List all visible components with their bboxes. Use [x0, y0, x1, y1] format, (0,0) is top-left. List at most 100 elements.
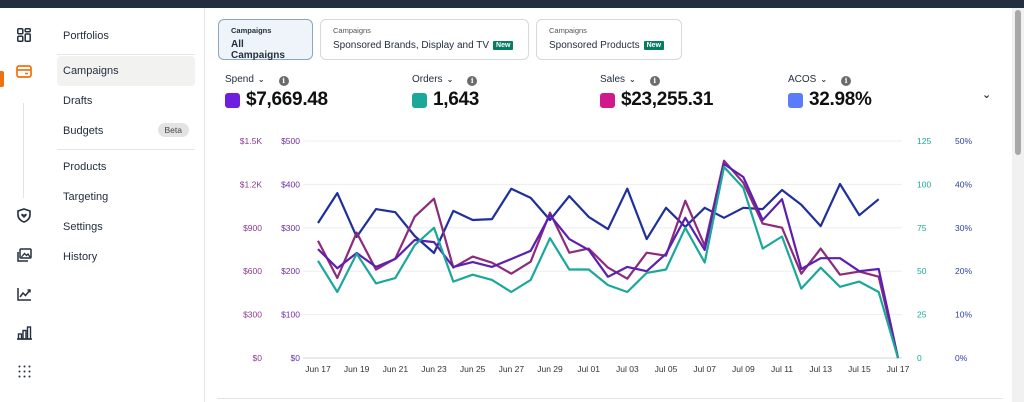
spend-axis-tick: $400 [281, 179, 300, 189]
reports-icon[interactable] [14, 284, 34, 304]
x-axis-tick: Jun 29 [537, 364, 563, 374]
x-axis-tick: Jun 19 [344, 364, 370, 374]
beta-badge: Beta [157, 123, 189, 137]
info-icon[interactable]: i [467, 76, 478, 86]
nav-item-settings[interactable]: Settings [57, 212, 195, 242]
acos-axis-tick: 10% [955, 310, 972, 320]
nav-label: Settings [63, 221, 103, 233]
nav-item-targeting[interactable]: Targeting [57, 182, 195, 212]
chevron-down-icon: ⌄ [446, 74, 454, 84]
acos-axis-tick: 20% [955, 266, 972, 276]
info-icon[interactable]: i [841, 76, 852, 86]
series-line-spend[interactable] [317, 162, 900, 359]
metric-selector-sales[interactable]: Sales ⌄ i [600, 72, 713, 86]
nav-label: History [63, 251, 98, 263]
orders-axis-tick: 100 [917, 179, 931, 189]
media-icon[interactable] [14, 245, 34, 265]
section-divider [217, 398, 1003, 399]
tab-sponsored-products[interactable]: Campaigns Sponsored Products New [536, 19, 682, 60]
chevron-down-icon: ⌄ [820, 74, 828, 84]
acos-axis-tick: 30% [955, 223, 972, 233]
x-axis-tick: Jun 25 [460, 364, 486, 374]
legend-swatch[interactable] [225, 92, 240, 108]
nav-label: Portfolios [63, 30, 109, 42]
series-line-sales[interactable] [317, 159, 900, 359]
sales-axis-tick: $1.5K [240, 136, 263, 146]
tab-all-campaigns[interactable]: Campaigns All Campaigns [218, 19, 313, 61]
spend-axis-tick: $100 [281, 310, 300, 320]
x-axis-tick: Jul 03 [616, 364, 639, 374]
x-axis-tick: Jul 17 [887, 364, 910, 374]
sales-axis-tick: $600 [243, 266, 262, 276]
nav-divider [57, 149, 195, 150]
brand-protection-icon[interactable] [14, 205, 34, 225]
metric-label: Orders [412, 73, 443, 85]
tab-caption: Campaigns [549, 26, 587, 35]
measurement-icon[interactable] [14, 323, 34, 343]
metric-label: Spend [225, 73, 254, 85]
sub-navigation: Portfolios Campaigns Drafts Budgets Beta … [47, 8, 205, 402]
x-axis-tick: Jul 07 [693, 364, 716, 374]
x-axis-tick: Jun 23 [421, 364, 447, 374]
acos-axis-tick: 0% [955, 353, 968, 363]
metric-sales: Sales ⌄ i $23,255.31 [600, 72, 713, 111]
series-line-orders[interactable] [317, 165, 900, 359]
spend-axis-tick: $200 [281, 266, 300, 276]
performance-chart: $0 $300 $600 $900 $1.2K $1.5K $0 $100 $200 $300 $4… [240, 136, 973, 374]
apps-grid-icon[interactable] [14, 361, 34, 381]
active-indicator [0, 71, 4, 87]
x-axis-tick: Jun 21 [383, 364, 409, 374]
nav-label: Products [63, 161, 107, 173]
x-axis-tick: Jul 01 [577, 364, 600, 374]
orders-axis-tick: 125 [917, 136, 931, 146]
nav-label: Campaigns [63, 65, 119, 77]
nav-item-drafts[interactable]: Drafts [57, 86, 195, 116]
scrollbar-thumb[interactable] [1015, 10, 1021, 155]
nav-item-campaigns[interactable]: Campaigns [57, 56, 195, 86]
legend-swatch[interactable] [412, 92, 427, 108]
tab-caption: Campaigns [333, 26, 371, 35]
campaigns-icon[interactable] [14, 61, 34, 81]
info-icon[interactable]: i [278, 76, 289, 86]
new-badge: New [643, 41, 665, 50]
top-nav-bar [0, 0, 1024, 8]
dashboard-icon[interactable] [14, 25, 34, 45]
chevron-down-icon: ⌄ [257, 74, 265, 84]
legend-swatch[interactable] [788, 92, 803, 108]
orders-axis-tick: 25 [917, 310, 927, 320]
tab-label: All Campaigns [231, 39, 285, 61]
metric-value: 1,643 [433, 89, 480, 110]
sales-axis-tick: $1.2K [240, 179, 263, 189]
metric-selector-spend[interactable]: Spend ⌄ i [225, 72, 328, 86]
metric-selector-orders[interactable]: Orders ⌄ i [412, 72, 479, 86]
nav-item-products[interactable]: Products [57, 152, 195, 182]
legend-swatch[interactable] [600, 92, 615, 108]
metric-label: ACOS [788, 73, 817, 85]
metric-value: 32.98% [809, 89, 872, 110]
nav-item-portfolios[interactable]: Portfolios [57, 21, 195, 51]
spend-axis-tick: $300 [281, 223, 300, 233]
nav-label: Budgets [63, 125, 104, 137]
metric-value: $23,255.31 [621, 89, 714, 110]
acos-axis-tick: 40% [955, 179, 972, 189]
nav-label: Targeting [63, 191, 109, 203]
tab-label: Sponsored Brands, Display and TV [333, 40, 490, 51]
metric-spend: Spend ⌄ i $7,669.48 [225, 72, 328, 111]
nav-item-budgets[interactable]: Budgets Beta [57, 116, 195, 146]
sales-axis-tick: $900 [243, 223, 262, 233]
tab-sponsored-brands-display-tv[interactable]: Campaigns Sponsored Brands, Display and … [320, 19, 529, 60]
orders-axis-tick: 0 [917, 353, 922, 363]
tab-caption: Campaigns [231, 26, 272, 35]
metric-selector-acos[interactable]: ACOS ⌄ i [788, 72, 872, 86]
icon-rail [0, 8, 47, 402]
spend-axis-tick: $0 [291, 353, 301, 363]
nav-item-history[interactable]: History [57, 242, 195, 272]
info-icon[interactable]: i [649, 76, 660, 86]
collapse-chart-button[interactable]: ⌄ [982, 89, 992, 101]
page-scrollbar[interactable] [1012, 8, 1024, 402]
nav-label: Drafts [63, 95, 93, 107]
sales-axis-tick: $0 [253, 353, 263, 363]
metric-acos: ACOS ⌄ i 32.98% [788, 72, 872, 111]
series-line-acos[interactable] [317, 182, 880, 255]
main-content: Campaigns All Campaigns Campaigns Sponso… [205, 8, 1012, 402]
